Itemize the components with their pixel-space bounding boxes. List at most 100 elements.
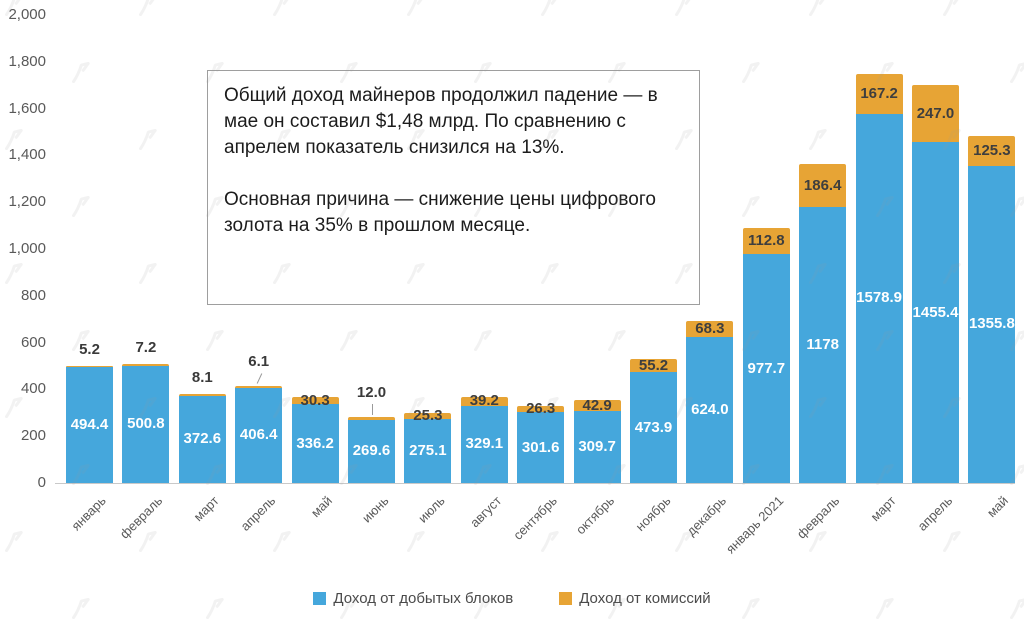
y-axis-tick-label: 200: [20, 427, 46, 445]
bar-value-label-blocks: 473.9: [634, 418, 673, 436]
x-axis-label: декабрь: [683, 493, 730, 539]
bar-value-label-fees: 247.0: [916, 104, 955, 122]
bar-value-label-fees: 42.9: [582, 396, 612, 414]
x-axis-label: ноябрь: [632, 493, 674, 534]
x-axis-label: февраль: [116, 493, 166, 542]
bar-value-label-blocks: 624.0: [691, 400, 729, 418]
bar-value-label-fees: 5.2: [79, 340, 100, 358]
x-axis-label: май: [307, 493, 335, 521]
bar-segment-blocks: [573, 410, 621, 483]
bar-value-label-blocks: 275.1: [409, 441, 447, 459]
bar-segment-fees: [573, 400, 621, 411]
x-axis-label: май: [984, 493, 1012, 521]
legend-item-mined-blocks: Доход от добытых блоков: [313, 590, 513, 607]
x-axis-label: март: [867, 493, 899, 525]
bar-segment-blocks: [348, 419, 395, 483]
bar-value-label-blocks: 977.7: [747, 359, 786, 377]
bar-value-label-blocks: 1355.8: [968, 315, 1015, 333]
y-axis-tick-label: 1,000: [8, 240, 46, 257]
bar-value-label-fees: 30.3: [300, 391, 330, 409]
bar-value-label-blocks: 372.6: [183, 430, 222, 448]
bar-segment-fees: [912, 84, 959, 143]
y-axis-tick-label: 0: [37, 474, 46, 491]
bar-segment-fees: [460, 396, 508, 406]
bar-value-label-blocks: 309.7: [578, 437, 616, 455]
annotation-paragraph-1: Общий доход майнеров продолжил падение —…: [224, 85, 658, 158]
y-axis-tick-label: 400: [20, 380, 46, 398]
bar-value-label-fees: 7.2: [135, 339, 157, 357]
y-axis-tick-label: 1,200: [8, 193, 46, 211]
bar-segment-blocks: [235, 387, 283, 483]
bar-value-label-blocks: 500.8: [127, 415, 165, 433]
y-axis-tick-label: 1,800: [8, 52, 46, 70]
legend-label-mined-blocks: Доход от добытых блоков: [333, 590, 514, 607]
label-leader-line: [371, 404, 373, 416]
bar-segment-fees: [122, 364, 170, 366]
legend-swatch-orange-icon: [559, 592, 573, 605]
y-axis-tick-label: 600: [20, 333, 46, 351]
bar-value-label-fees: 12.0: [356, 384, 387, 402]
x-axis-line: [55, 483, 1015, 484]
bar-segment-blocks: [404, 418, 452, 483]
x-axis-label: январь 2021: [722, 493, 786, 557]
annotation-box: Общий доход майнеров продолжил падение —…: [207, 70, 700, 305]
x-axis-label: апрель: [914, 493, 956, 534]
bar-segment-blocks: [460, 405, 508, 483]
bar-value-label-blocks: 329.1: [465, 435, 504, 453]
bar-value-label-fees: 68.3: [695, 319, 725, 337]
x-axis-label: октябрь: [572, 493, 617, 538]
bar-segment-blocks: [912, 142, 959, 483]
bar-value-label-fees: 55.2: [638, 356, 669, 374]
annotation-paragraph-2: Основная причина — снижение цены цифрово…: [224, 189, 656, 236]
bar-segment-blocks: [178, 395, 226, 483]
bar-value-label-blocks: 269.6: [352, 442, 391, 460]
x-axis-label: июнь: [358, 493, 392, 526]
bar-value-label-fees: 26.3: [526, 400, 556, 418]
bar-segment-fees: [235, 386, 283, 388]
bar-value-label-blocks: 301.6: [521, 438, 560, 456]
bar-value-label-fees: 39.2: [469, 392, 499, 410]
legend: Доход от добытых блоков Доход от комисси…: [0, 590, 1024, 607]
legend-swatch-blue-icon: [313, 592, 327, 605]
x-axis-label: январь: [68, 493, 110, 534]
x-axis-label: март: [190, 493, 222, 525]
bar-segment-fees: [66, 365, 113, 368]
bar-segment-blocks: [799, 207, 847, 483]
bar-segment-blocks: [66, 367, 113, 483]
bar-value-label-fees: 186.4: [803, 176, 842, 194]
bar-segment-blocks: [855, 113, 903, 483]
bar-value-label-blocks: 494.4: [70, 416, 109, 434]
bar-segment-blocks: [968, 165, 1016, 483]
bar-value-label-blocks: 1578.9: [856, 289, 903, 307]
bar-value-label-blocks: 1178: [806, 336, 839, 354]
y-axis-tick-label: 1,600: [8, 99, 46, 117]
bar-segment-blocks: [630, 372, 677, 483]
label-leader-line: [256, 373, 262, 385]
bar-segment-fees: [404, 412, 452, 419]
bar-value-label-fees: 125.3: [973, 142, 1011, 160]
x-axis-label: февраль: [793, 493, 843, 542]
bar-segment-blocks: [742, 254, 790, 483]
bar-value-label-blocks: 336.2: [296, 434, 334, 452]
bar-segment-fees: [968, 136, 1016, 166]
bar-segment-blocks: [291, 404, 339, 483]
legend-label-fees: Доход от комиссий: [579, 590, 711, 607]
bar-segment-fees: [742, 227, 790, 255]
x-axis-label: август: [466, 493, 504, 531]
bar-segment-fees: [178, 393, 226, 396]
y-axis-tick-label: 800: [20, 286, 46, 304]
y-axis-tick-label: 1,400: [8, 146, 46, 164]
bar-segment-blocks: [517, 412, 565, 483]
bar-segment-fees: [686, 321, 734, 337]
legend-item-fees: Доход от комиссий: [559, 590, 711, 607]
bar-value-label-fees: 112.8: [747, 232, 785, 250]
bar-value-label-fees: 25.3: [413, 406, 443, 424]
bar-value-label-blocks: 406.4: [239, 426, 278, 444]
bar-segment-blocks: [686, 336, 734, 483]
bar-segment-blocks: [122, 365, 170, 483]
x-axis-label: июль: [414, 493, 448, 526]
x-axis-label: апрель: [237, 493, 279, 534]
bar-segment-fees: [291, 397, 339, 405]
bar-segment-fees: [517, 406, 565, 413]
